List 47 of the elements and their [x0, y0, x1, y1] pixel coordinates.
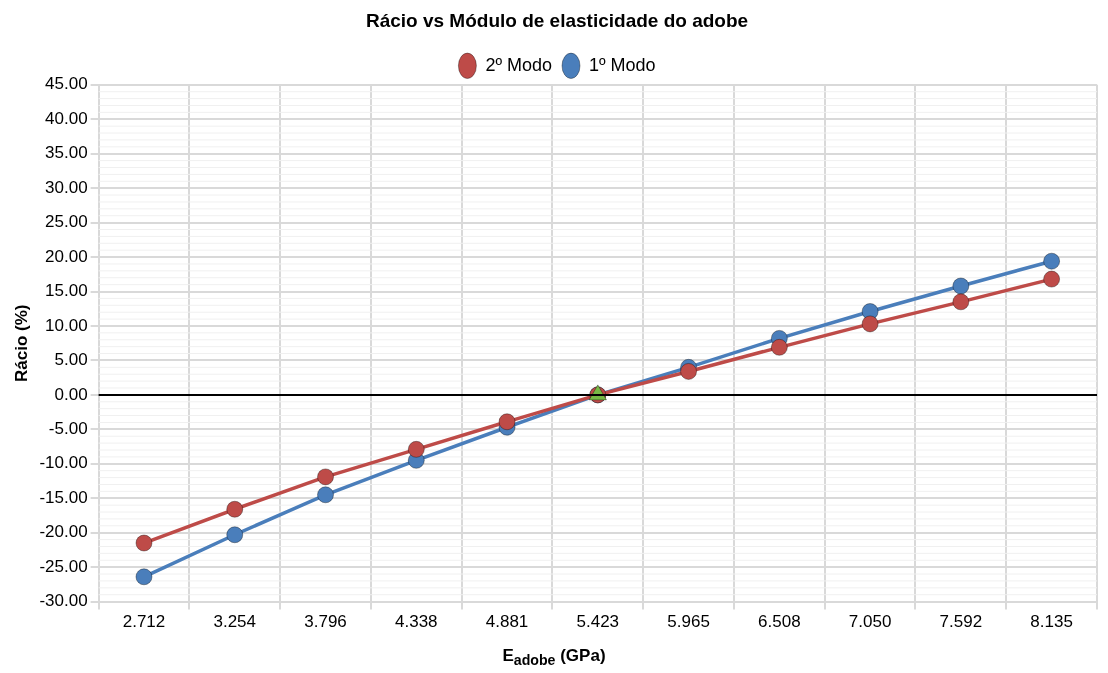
point — [135, 534, 153, 552]
y-tick-label: -10.00 — [39, 453, 88, 473]
point — [226, 526, 244, 544]
point — [680, 362, 698, 380]
point — [861, 315, 879, 333]
y-tick-label: 10.00 — [45, 315, 88, 335]
x-tick-label: 4.881 — [485, 612, 529, 632]
y-tick-label: -20.00 — [39, 522, 88, 542]
x-tick-label: 3.796 — [304, 612, 347, 632]
point — [317, 468, 335, 486]
y-tick-label: -5.00 — [48, 419, 88, 439]
y-tick-label: 20.00 — [45, 246, 88, 266]
legend-label: 1º Modo — [589, 54, 656, 75]
point — [952, 293, 970, 311]
y-tick-label: 45.00 — [45, 74, 88, 94]
x-tick-label: 7.592 — [939, 612, 983, 632]
x-tick-label: 6.508 — [758, 612, 801, 632]
y-tick-label: 5.00 — [54, 350, 88, 370]
y-tick-label: 25.00 — [45, 212, 88, 232]
point — [135, 568, 153, 586]
y-tick-label: -30.00 — [39, 591, 88, 611]
x-tick-label: 8.135 — [1030, 612, 1073, 632]
chart-title: Rácio vs Módulo de elasticidade do adobe — [365, 9, 749, 31]
x-tick-label: 3.254 — [213, 612, 257, 632]
y-axis-title: Rácio (%) — [11, 304, 31, 382]
x-tick-label: 2.712 — [122, 612, 166, 632]
x-tick-label: 5.965 — [667, 612, 710, 632]
point — [407, 440, 425, 458]
y-tick-label: -25.00 — [39, 556, 88, 576]
point — [770, 338, 788, 356]
point — [498, 413, 516, 431]
y-tick-label: -15.00 — [39, 487, 88, 507]
y-tick-label: 30.00 — [45, 177, 88, 197]
x-tick-label: 7.050 — [848, 612, 892, 632]
x-tick-label: 5.423 — [576, 612, 620, 632]
point — [1043, 252, 1061, 270]
x-axis-title: E$_{adobe}$ (GPa) — [501, 646, 607, 669]
y-tick-label: 40.00 — [45, 108, 88, 128]
y-tick-label: 15.00 — [45, 281, 88, 301]
y-tick-label: 0.00 — [54, 384, 88, 404]
y-tick-label: 35.00 — [45, 143, 88, 163]
point — [952, 277, 970, 295]
point — [317, 486, 335, 504]
point — [226, 500, 244, 518]
legend-label: 2º Modo — [485, 54, 553, 75]
point — [1043, 270, 1061, 288]
x-tick-label: 4.338 — [395, 612, 438, 632]
